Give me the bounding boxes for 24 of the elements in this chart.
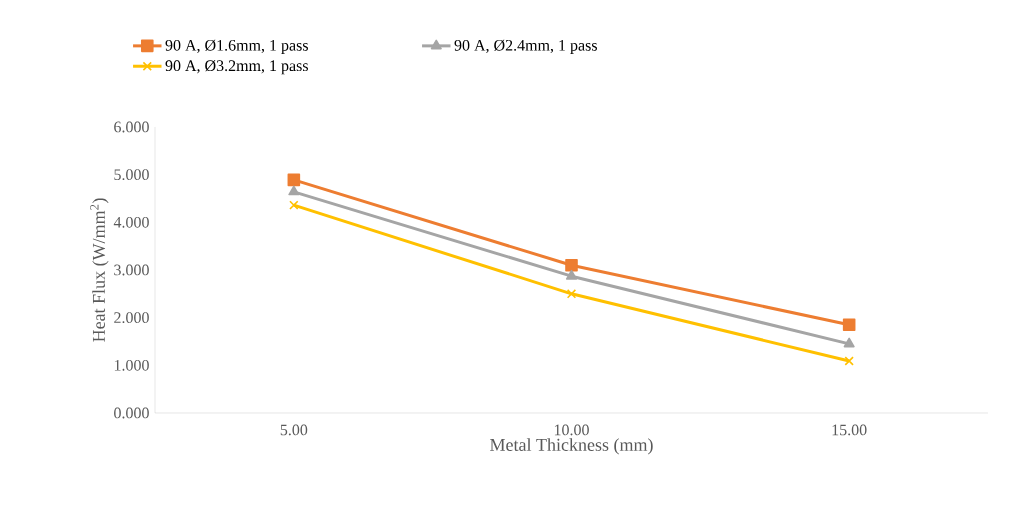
point [288,185,300,196]
y-axis-title: Heat Flux (W/mm$^{2}$) [90,198,109,342]
x-tick-label: 15.00 [832,424,867,436]
legend-label: 90 A, Ø3.2mm, 1 pass [165,60,308,75]
point [844,356,854,366]
point [289,200,299,210]
y-tick-label: 4.000 [113,216,149,228]
y-tick-label: 3.000 [114,264,149,276]
point [565,258,578,272]
y-tick-label: 5.000 [114,169,149,181]
x-tick-label: 10.00 [554,424,589,436]
y-tick-label: 0.000 [114,407,149,419]
x-tick-label: 5.00 [280,424,308,436]
y-tick-label: 1.000 [114,359,149,371]
x-axis-title: Metal Thickness (mm) [490,438,653,455]
point [843,337,855,348]
legend-label: 90 A, Ø2.4mm, 1 pass [454,39,597,54]
y-tick-label: 2.000 [114,312,149,324]
legend-label: 90 A, Ø1.6mm, 1 pass [165,39,308,54]
point [842,318,856,332]
point [287,173,301,187]
point [566,289,577,299]
y-tick-label: 6.000 [114,121,149,133]
point [565,269,578,280]
